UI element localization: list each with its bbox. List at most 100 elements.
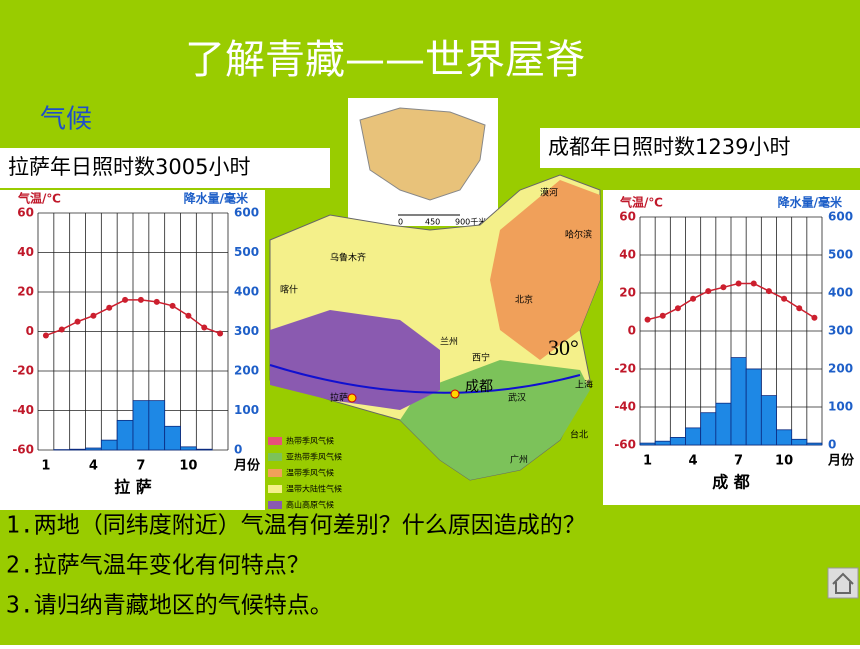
precip-bar	[133, 401, 149, 450]
city-marker	[348, 394, 356, 402]
precip-bar	[777, 430, 792, 445]
temp-point	[75, 319, 81, 325]
y-tick-label: -20	[12, 364, 34, 378]
place: 哈尔滨	[565, 229, 592, 241]
y2-tick-label: 0	[234, 443, 242, 457]
y2-tick-label: 300	[234, 324, 259, 338]
temp-point	[796, 305, 802, 311]
temp-point	[720, 284, 726, 290]
place: 北京	[515, 294, 533, 306]
y2-tick-label: 500	[828, 248, 853, 262]
place: 武汉	[508, 392, 526, 404]
y2-tick-label: 200	[828, 362, 853, 376]
place: 成都	[465, 379, 493, 395]
temp-point	[751, 281, 757, 287]
y-tick-label: 60	[619, 210, 636, 224]
place: 漠河	[540, 187, 558, 199]
y2-tick-label: 400	[828, 286, 853, 300]
y2-tick-label: 300	[828, 324, 853, 338]
y-tick-label: -60	[12, 443, 34, 457]
precip-bar	[701, 413, 716, 445]
place: 喀什	[280, 284, 298, 296]
legend-swatch	[268, 437, 282, 445]
section-label: 气候	[40, 105, 92, 135]
slide-title: 了解青藏——世界屋脊	[185, 37, 585, 83]
x-tick-label: 1	[643, 454, 652, 469]
note: 拉萨年日照时数3005小时	[8, 155, 250, 179]
precip-bar	[149, 401, 165, 450]
place: 上海	[575, 379, 593, 391]
place: 西宁	[472, 352, 490, 364]
precip-bar	[117, 420, 133, 450]
y2-tick-label: 600	[234, 206, 259, 220]
temp-point	[154, 299, 160, 305]
latitude-label: 30°	[548, 335, 579, 360]
precip-bar	[165, 426, 181, 450]
y-tick-label: 0	[628, 324, 636, 338]
question: 1.两地（同纬度附近）气温有何差别？什么原因造成的？	[6, 513, 586, 539]
x-tick-label: 7	[734, 454, 743, 469]
temp-point	[185, 313, 191, 319]
temp-point	[43, 332, 49, 338]
legend-swatch	[268, 453, 282, 461]
y2-tick-label: 200	[234, 364, 259, 378]
precip-bar	[655, 441, 670, 445]
precip-bar	[640, 443, 655, 445]
x-tick-label: 10	[179, 459, 197, 474]
temp-point	[138, 297, 144, 303]
y2-tick-label: 100	[234, 403, 259, 417]
legend-swatch	[268, 485, 282, 493]
question: 2.拉萨气温年变化有何特点？	[6, 553, 310, 579]
y2-tick-label: 600	[828, 210, 853, 224]
precip-bar	[101, 440, 117, 450]
x-tick-label: 7	[136, 459, 145, 474]
temp-point	[201, 325, 207, 331]
legend-label: 亚热带季风气候	[286, 452, 342, 462]
scale-label: 0	[398, 218, 403, 227]
temp-point	[106, 305, 112, 311]
legend-swatch	[268, 469, 282, 477]
precip-bar	[792, 439, 807, 445]
temp-point	[781, 296, 787, 302]
precip-bar	[70, 449, 86, 450]
x-axis-label: 月份	[827, 453, 855, 469]
temp-point	[736, 281, 742, 287]
city-marker	[451, 390, 459, 398]
y2-axis-label: 降水量/毫米	[778, 195, 843, 210]
precip-bar	[86, 448, 102, 450]
precip-bar	[196, 449, 212, 450]
legend-label: 温带季风气候	[286, 468, 334, 478]
y-tick-label: 40	[17, 245, 34, 259]
place: 拉萨	[330, 392, 348, 404]
y2-tick-label: 500	[234, 245, 259, 259]
place: 兰州	[440, 336, 458, 348]
chart-title: 拉 萨	[114, 478, 152, 497]
precip-bar	[731, 358, 746, 445]
temp-point	[217, 330, 223, 336]
legend-label: 温带大陆性气候	[286, 484, 342, 494]
temp-point	[705, 288, 711, 294]
y-axis-label: 气温/℃	[17, 191, 61, 206]
y-tick-label: 20	[17, 285, 34, 299]
y-tick-label: 0	[26, 324, 34, 338]
place: 广州	[510, 454, 528, 466]
x-tick-label: 4	[89, 459, 98, 474]
y-tick-label: 20	[619, 286, 636, 300]
x-axis-label: 月份	[233, 458, 261, 474]
chart-panel	[0, 190, 265, 510]
home-button[interactable]	[828, 568, 858, 598]
precip-bar	[746, 369, 761, 445]
temp-point	[811, 315, 817, 321]
legend-swatch	[268, 501, 282, 509]
y2-axis-label: 降水量/毫米	[184, 191, 249, 206]
temp-point	[766, 288, 772, 294]
y2-tick-label: 100	[828, 400, 853, 414]
y-tick-label: -40	[614, 400, 636, 414]
temp-point	[660, 313, 666, 319]
x-tick-label: 10	[775, 454, 793, 469]
precip-bar	[761, 396, 776, 445]
precip-bar	[670, 437, 685, 445]
y-axis-label: 气温/℃	[619, 195, 663, 210]
place: 乌鲁木齐	[330, 252, 366, 264]
